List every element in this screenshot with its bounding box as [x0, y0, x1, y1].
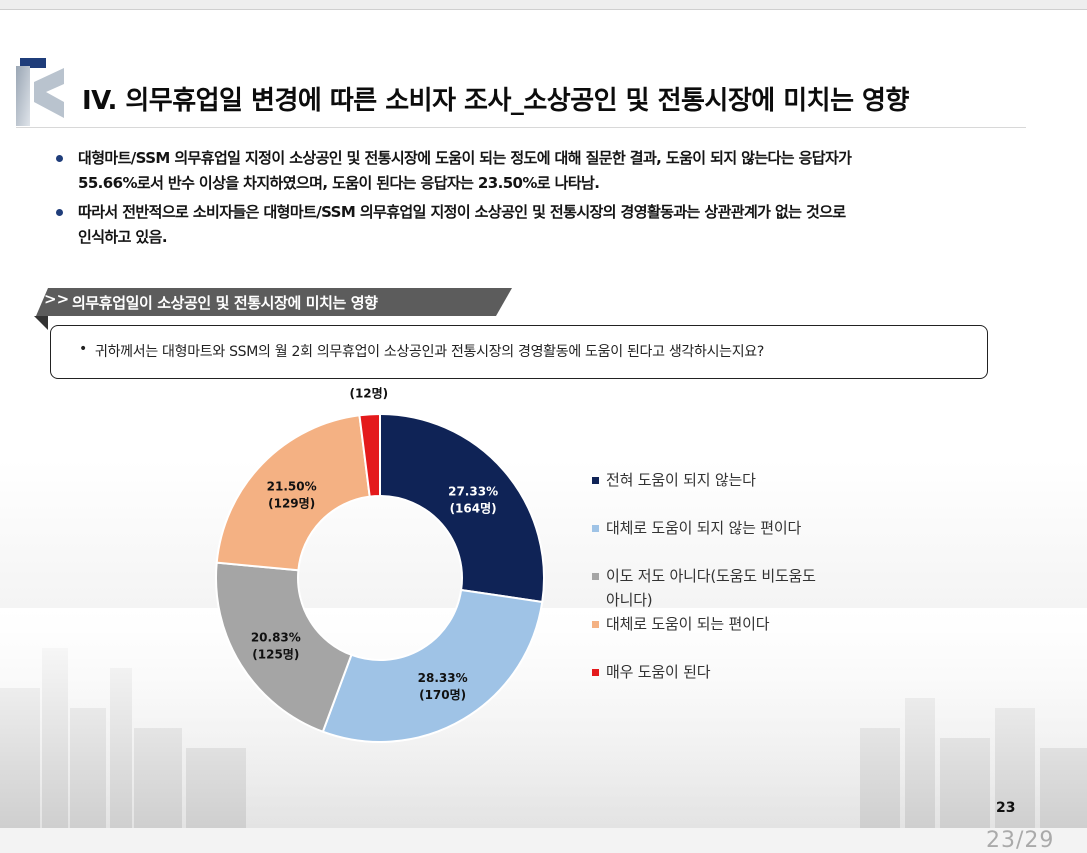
- legend-label: 전혀 도움이 되지 않는다: [606, 471, 756, 489]
- browser-top-bar: [0, 0, 1087, 10]
- bullet-dot-icon: [56, 155, 63, 162]
- donut-slice: [215, 414, 371, 572]
- slice-percent-label: 2.00%: [348, 382, 390, 383]
- slide: IV. 의무휴업일 변경에 따른 소비자 조사_소상공인 및 전통시장에 미치는…: [0, 10, 1087, 828]
- company-logo: [16, 58, 64, 126]
- legend-label: 이도 저도 아니다(도움도 비도움도: [606, 567, 816, 585]
- title-divider: [16, 127, 1026, 128]
- donut-slice: [379, 412, 545, 604]
- legend-item: 전혀 도움이 되지 않는다: [592, 468, 862, 492]
- slide-title: IV. 의무휴업일 변경에 따른 소비자 조사_소상공인 및 전통시장에 미치는…: [82, 86, 909, 116]
- slice-count-label: (129명): [268, 496, 315, 510]
- section-banner: [36, 288, 512, 316]
- viewer-page-indicator: 23/29: [986, 828, 1055, 853]
- legend-swatch: [592, 477, 599, 484]
- section-title: 의무휴업일이 소상공인 및 전통시장에 미치는 영향: [72, 294, 378, 312]
- legend-label: 대체로 도움이 되지 않는 편이다: [606, 519, 802, 537]
- legend-swatch: [592, 573, 599, 580]
- slice-percent-label: 20.83%: [251, 630, 301, 644]
- bullet-line: 인식하고 있음.: [78, 228, 168, 246]
- legend-item: 대체로 도움이 되지 않는 편이다: [592, 516, 862, 540]
- slice-count-label: (170명): [419, 688, 466, 702]
- question-box: • 귀하께서는 대형마트와 SSM의 월 2회 의무휴업이 소상공인과 전통시장…: [50, 325, 988, 379]
- bullet-line: 대형마트/SSM 의무휴업일 지정이 소상공인 및 전통시장에 도움이 되는 정…: [78, 149, 852, 167]
- legend-label: 매우 도움이 된다: [606, 663, 711, 681]
- legend-item: 대체로 도움이 되는 편이다: [592, 612, 862, 636]
- slice-percent-label: 21.50%: [267, 479, 317, 493]
- question-text: 귀하께서는 대형마트와 SSM의 월 2회 의무휴업이 소상공인과 전통시장의 …: [95, 344, 765, 360]
- question-bullet: •: [79, 341, 88, 357]
- legend-swatch: [592, 669, 599, 676]
- summary-bullet: 따라서 전반적으로 소비자들은 대형마트/SSM 의무휴업일 지정이 소상공인 …: [56, 200, 1016, 250]
- legend-swatch: [592, 525, 599, 532]
- page-number: 23: [996, 800, 1016, 816]
- donut-slice: [321, 588, 544, 743]
- bullet-line: 따라서 전반적으로 소비자들은 대형마트/SSM 의무휴업일 지정이 소상공인 …: [78, 203, 846, 221]
- summary-bullets: 대형마트/SSM 의무휴업일 지정이 소상공인 및 전통시장에 도움이 되는 정…: [56, 146, 1016, 254]
- legend-label: 대체로 도움이 되는 편이다: [606, 615, 770, 633]
- slice-percent-label: 28.33%: [418, 671, 468, 685]
- legend-swatch: [592, 621, 599, 628]
- slice-count-label: (125명): [252, 647, 299, 661]
- city-skyline-background: [0, 608, 1087, 828]
- banner-tab-tick: [34, 316, 48, 330]
- donut-slice: [215, 561, 353, 734]
- bullet-dot-icon: [56, 209, 63, 216]
- donut-chart: 27.33% (164명) 28.33% (170명) 20.83% (125명) 21.5…: [215, 382, 545, 743]
- legend-item: 매우 도움이 된다: [592, 660, 862, 684]
- donut-slice: [358, 412, 381, 498]
- slice-percent-label: 27.33%: [448, 485, 498, 499]
- slice-count-label: (12명): [349, 386, 388, 400]
- summary-bullet: 대형마트/SSM 의무휴업일 지정이 소상공인 및 전통시장에 도움이 되는 정…: [56, 146, 1016, 196]
- legend-label: 아니다): [606, 591, 653, 609]
- slice-count-label: (164명): [450, 502, 497, 516]
- bullet-line: 55.66%로서 반수 이상을 차지하였으며, 도움이 된다는 응답자는 23.…: [78, 174, 600, 192]
- chevron-right-icon: >>: [44, 290, 70, 308]
